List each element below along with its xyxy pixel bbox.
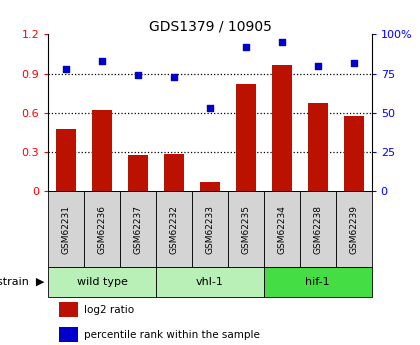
Point: [207, 106, 213, 111]
Bar: [59, 302, 78, 316]
Bar: [120, 191, 156, 267]
Text: GSM62235: GSM62235: [241, 205, 250, 254]
Bar: [344, 116, 364, 191]
Text: percentile rank within the sample: percentile rank within the sample: [84, 331, 260, 340]
Bar: [228, 191, 264, 267]
Bar: [336, 191, 372, 267]
Point: [243, 44, 249, 50]
Bar: [164, 154, 184, 191]
Bar: [192, 191, 228, 267]
Bar: [92, 110, 112, 191]
Text: hif-1: hif-1: [305, 277, 330, 287]
Bar: [300, 191, 336, 267]
Text: vhl-1: vhl-1: [196, 277, 224, 287]
Text: GSM62238: GSM62238: [313, 205, 322, 254]
Bar: [128, 155, 148, 191]
Bar: [272, 65, 292, 191]
Bar: [59, 327, 78, 342]
Bar: [48, 267, 156, 297]
Text: GSM62234: GSM62234: [277, 205, 286, 254]
Bar: [200, 182, 220, 191]
Text: GSM62231: GSM62231: [62, 205, 71, 254]
Bar: [264, 191, 300, 267]
Point: [171, 74, 177, 80]
Bar: [236, 84, 256, 191]
Point: [350, 60, 357, 66]
Bar: [84, 191, 120, 267]
Point: [315, 63, 321, 69]
Bar: [56, 129, 76, 191]
Point: [278, 40, 285, 45]
Point: [99, 58, 105, 64]
Text: wild type: wild type: [77, 277, 128, 287]
Bar: [156, 191, 192, 267]
Text: strain  ▶: strain ▶: [0, 277, 44, 287]
Text: GSM62237: GSM62237: [134, 205, 143, 254]
Point: [135, 72, 142, 78]
Bar: [156, 267, 264, 297]
Title: GDS1379 / 10905: GDS1379 / 10905: [149, 19, 271, 33]
Text: GSM62233: GSM62233: [205, 205, 215, 254]
Point: [63, 66, 70, 72]
Text: GSM62232: GSM62232: [170, 205, 178, 254]
Text: log2 ratio: log2 ratio: [84, 305, 134, 315]
Text: GSM62236: GSM62236: [98, 205, 107, 254]
Bar: [48, 191, 84, 267]
Bar: [308, 102, 328, 191]
Text: GSM62239: GSM62239: [349, 205, 358, 254]
Bar: [264, 267, 372, 297]
